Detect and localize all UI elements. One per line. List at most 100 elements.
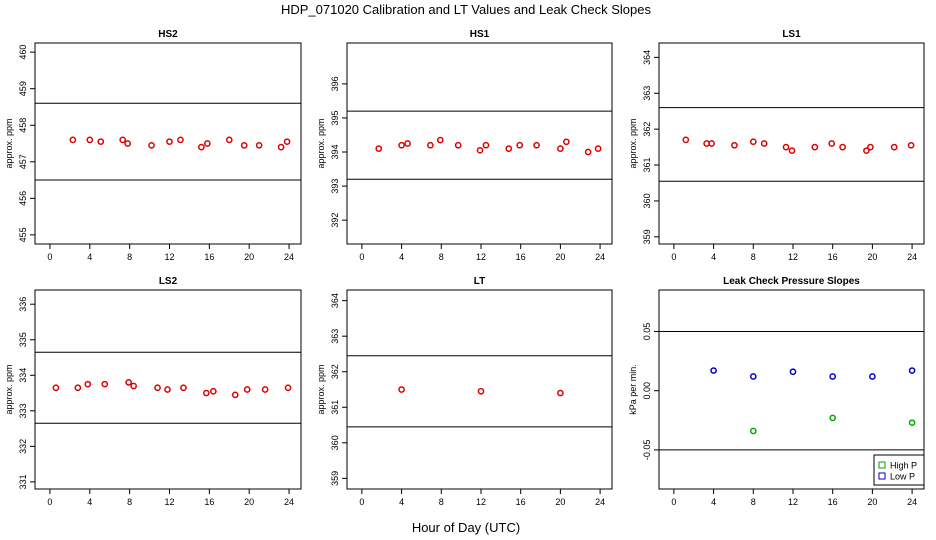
data-point (890, 143, 898, 151)
y-tick-label: 361 (330, 400, 340, 415)
x-tick-label: 16 (204, 252, 214, 262)
plot-frame (346, 289, 613, 490)
x-tick-label: 24 (907, 252, 917, 262)
data-point (225, 136, 233, 144)
y-tick-label: 360 (642, 193, 652, 208)
x-tick-label: 24 (284, 252, 294, 262)
y-tick-label: 362 (642, 122, 652, 137)
panel-4: LS2 0 4 8 12 16 20 24 331 332 333 334 335 336 approx. … (4, 276, 302, 507)
x-tick-label: 4 (399, 252, 404, 262)
x-tick-label: 4 (711, 497, 716, 507)
data-point (74, 384, 82, 392)
y-tick-label: 359 (642, 229, 652, 244)
x-tick-label: 16 (828, 497, 838, 507)
y-tick-label: 455 (18, 227, 28, 242)
x-tick-label: 20 (867, 252, 877, 262)
data-point (710, 367, 717, 374)
y-tick-label: 362 (330, 364, 340, 379)
data-point (84, 380, 92, 388)
data-point (398, 386, 405, 393)
y-tick-label: 459 (18, 81, 28, 96)
x-tick-label: 0 (671, 252, 676, 262)
x-tick-label: 8 (439, 497, 444, 507)
x-tick-label: 24 (595, 497, 605, 507)
x-tick-label: 16 (516, 497, 526, 507)
data-point (198, 143, 205, 151)
data-point (482, 141, 490, 149)
x-tick-label: 0 (47, 497, 52, 507)
y-tick-label: 335 (18, 332, 28, 347)
x-tick-label: 12 (476, 252, 486, 262)
data-point (731, 141, 738, 149)
y-tick-label: 392 (330, 213, 340, 228)
data-point (166, 138, 173, 146)
y-tick-label: 395 (330, 110, 340, 125)
data-point (782, 143, 790, 151)
y-tick-label: 456 (18, 191, 28, 206)
data-point (119, 136, 127, 144)
panel-3: LS1 0 4 8 12 16 20 24 359 360 361 362 363 364 approx. … (628, 29, 925, 262)
data-point (749, 427, 757, 435)
panels: HS2 0 4 8 12 16 20 24 455 456 457 458 459 460 approx. … (4, 29, 925, 507)
y-tick-label: 336 (18, 297, 28, 312)
plot-frame (658, 289, 925, 490)
data-point (505, 145, 513, 152)
y-axis-label: approx. ppm (4, 364, 14, 414)
data-point (584, 148, 592, 156)
data-point (204, 140, 211, 147)
data-point (533, 141, 540, 149)
data-point (130, 382, 137, 390)
y-tick-label: 394 (330, 145, 340, 160)
data-point (209, 387, 217, 395)
x-tick-label: 12 (788, 252, 798, 262)
x-tick-label: 12 (164, 497, 174, 507)
x-tick-label: 0 (359, 497, 364, 507)
legend-label: High P (890, 461, 917, 471)
panel-title: LS2 (159, 276, 178, 287)
x-tick-label: 8 (751, 497, 756, 507)
data-point (829, 414, 837, 422)
data-point (594, 145, 602, 152)
data-point (283, 138, 291, 146)
y-axis-label: approx. ppm (4, 118, 14, 168)
data-point (476, 146, 484, 154)
data-point (231, 391, 239, 399)
legend-label: Low P (890, 472, 915, 482)
data-point (69, 136, 77, 144)
x-tick-label: 20 (555, 497, 565, 507)
x-tick-label: 20 (244, 497, 254, 507)
y-tick-label: 0.00 (642, 382, 652, 400)
data-point (477, 387, 485, 395)
figure-title: HDP_071020 Calibration and LT Values and… (281, 2, 652, 17)
data-point (261, 386, 269, 393)
y-tick-label: 359 (330, 471, 340, 486)
data-point (52, 384, 60, 392)
y-axis-label: approx. ppm (628, 118, 638, 168)
x-tick-label: 12 (788, 497, 798, 507)
x-tick-label: 24 (595, 252, 605, 262)
data-point (557, 389, 564, 397)
data-point (749, 373, 757, 380)
data-point (708, 140, 715, 147)
y-tick-label: 361 (642, 158, 652, 173)
data-point (760, 140, 768, 147)
y-axis-label: approx. ppm (316, 364, 326, 414)
panel-1: HS2 0 4 8 12 16 20 24 455 456 457 458 459 460 approx. … (4, 29, 302, 262)
data-point (398, 141, 405, 149)
x-tick-label: 0 (47, 252, 52, 262)
y-tick-label: 334 (18, 368, 28, 383)
plot-frame (34, 42, 302, 245)
data-point (682, 136, 690, 144)
data-point (97, 138, 105, 146)
x-tick-label: 8 (751, 252, 756, 262)
y-tick-label: 363 (330, 329, 340, 344)
y-tick-label: 364 (642, 50, 652, 65)
data-point (562, 138, 570, 146)
data-point (86, 136, 94, 144)
panel-title: HS1 (470, 29, 490, 40)
data-point (284, 384, 292, 392)
x-tick-label: 0 (359, 252, 364, 262)
data-point (867, 143, 874, 151)
data-point (908, 367, 916, 374)
y-tick-label: 457 (18, 154, 28, 169)
